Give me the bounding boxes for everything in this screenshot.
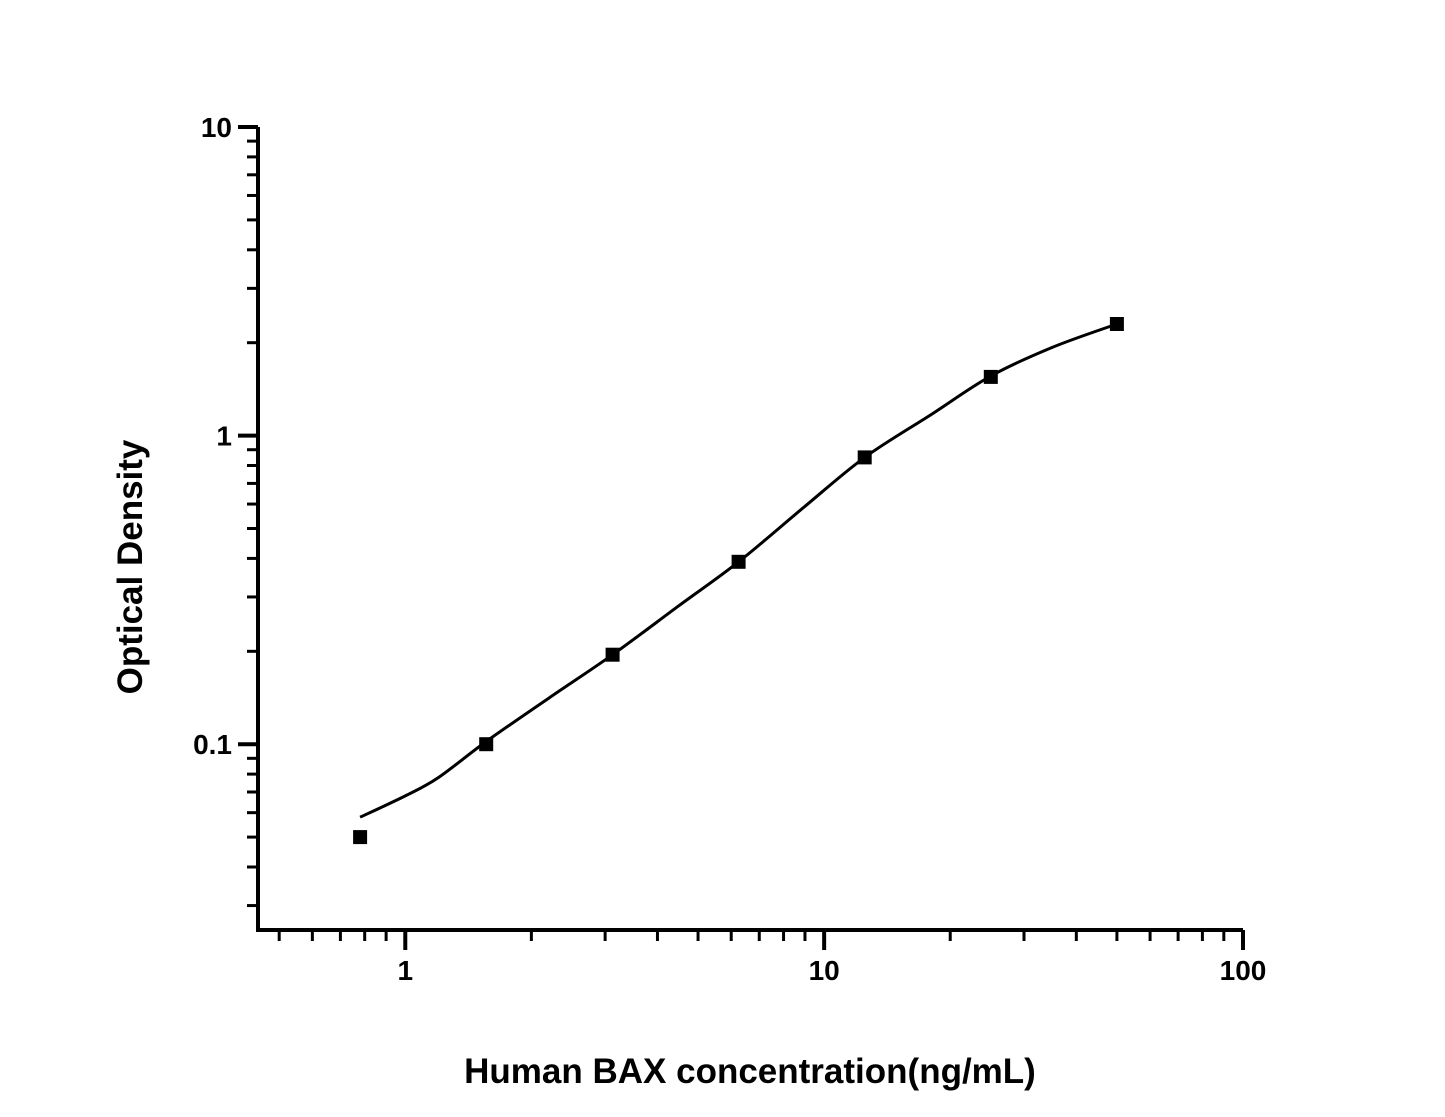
data-point-marker (857, 450, 872, 465)
y-axis-title: Optical Density (111, 439, 150, 695)
x-axis-title: Human BAX concentration(ng/mL) (464, 1052, 1036, 1091)
data-point-marker (731, 554, 746, 569)
fit-curve (359, 322, 1118, 819)
x-tick-label: 1 (397, 955, 413, 986)
data-point-marker (1109, 317, 1124, 331)
data-point-marker (353, 830, 368, 845)
y-tick-label: 10 (201, 112, 232, 143)
data-point-marker (983, 369, 998, 384)
y-tick-label: 1 (216, 421, 232, 452)
data-point-marker (605, 647, 620, 662)
data-point-marker (479, 737, 494, 752)
x-tick-label: 10 (809, 955, 840, 986)
y-tick-label: 0.1 (193, 729, 232, 760)
x-tick-label: 100 (1220, 955, 1267, 986)
